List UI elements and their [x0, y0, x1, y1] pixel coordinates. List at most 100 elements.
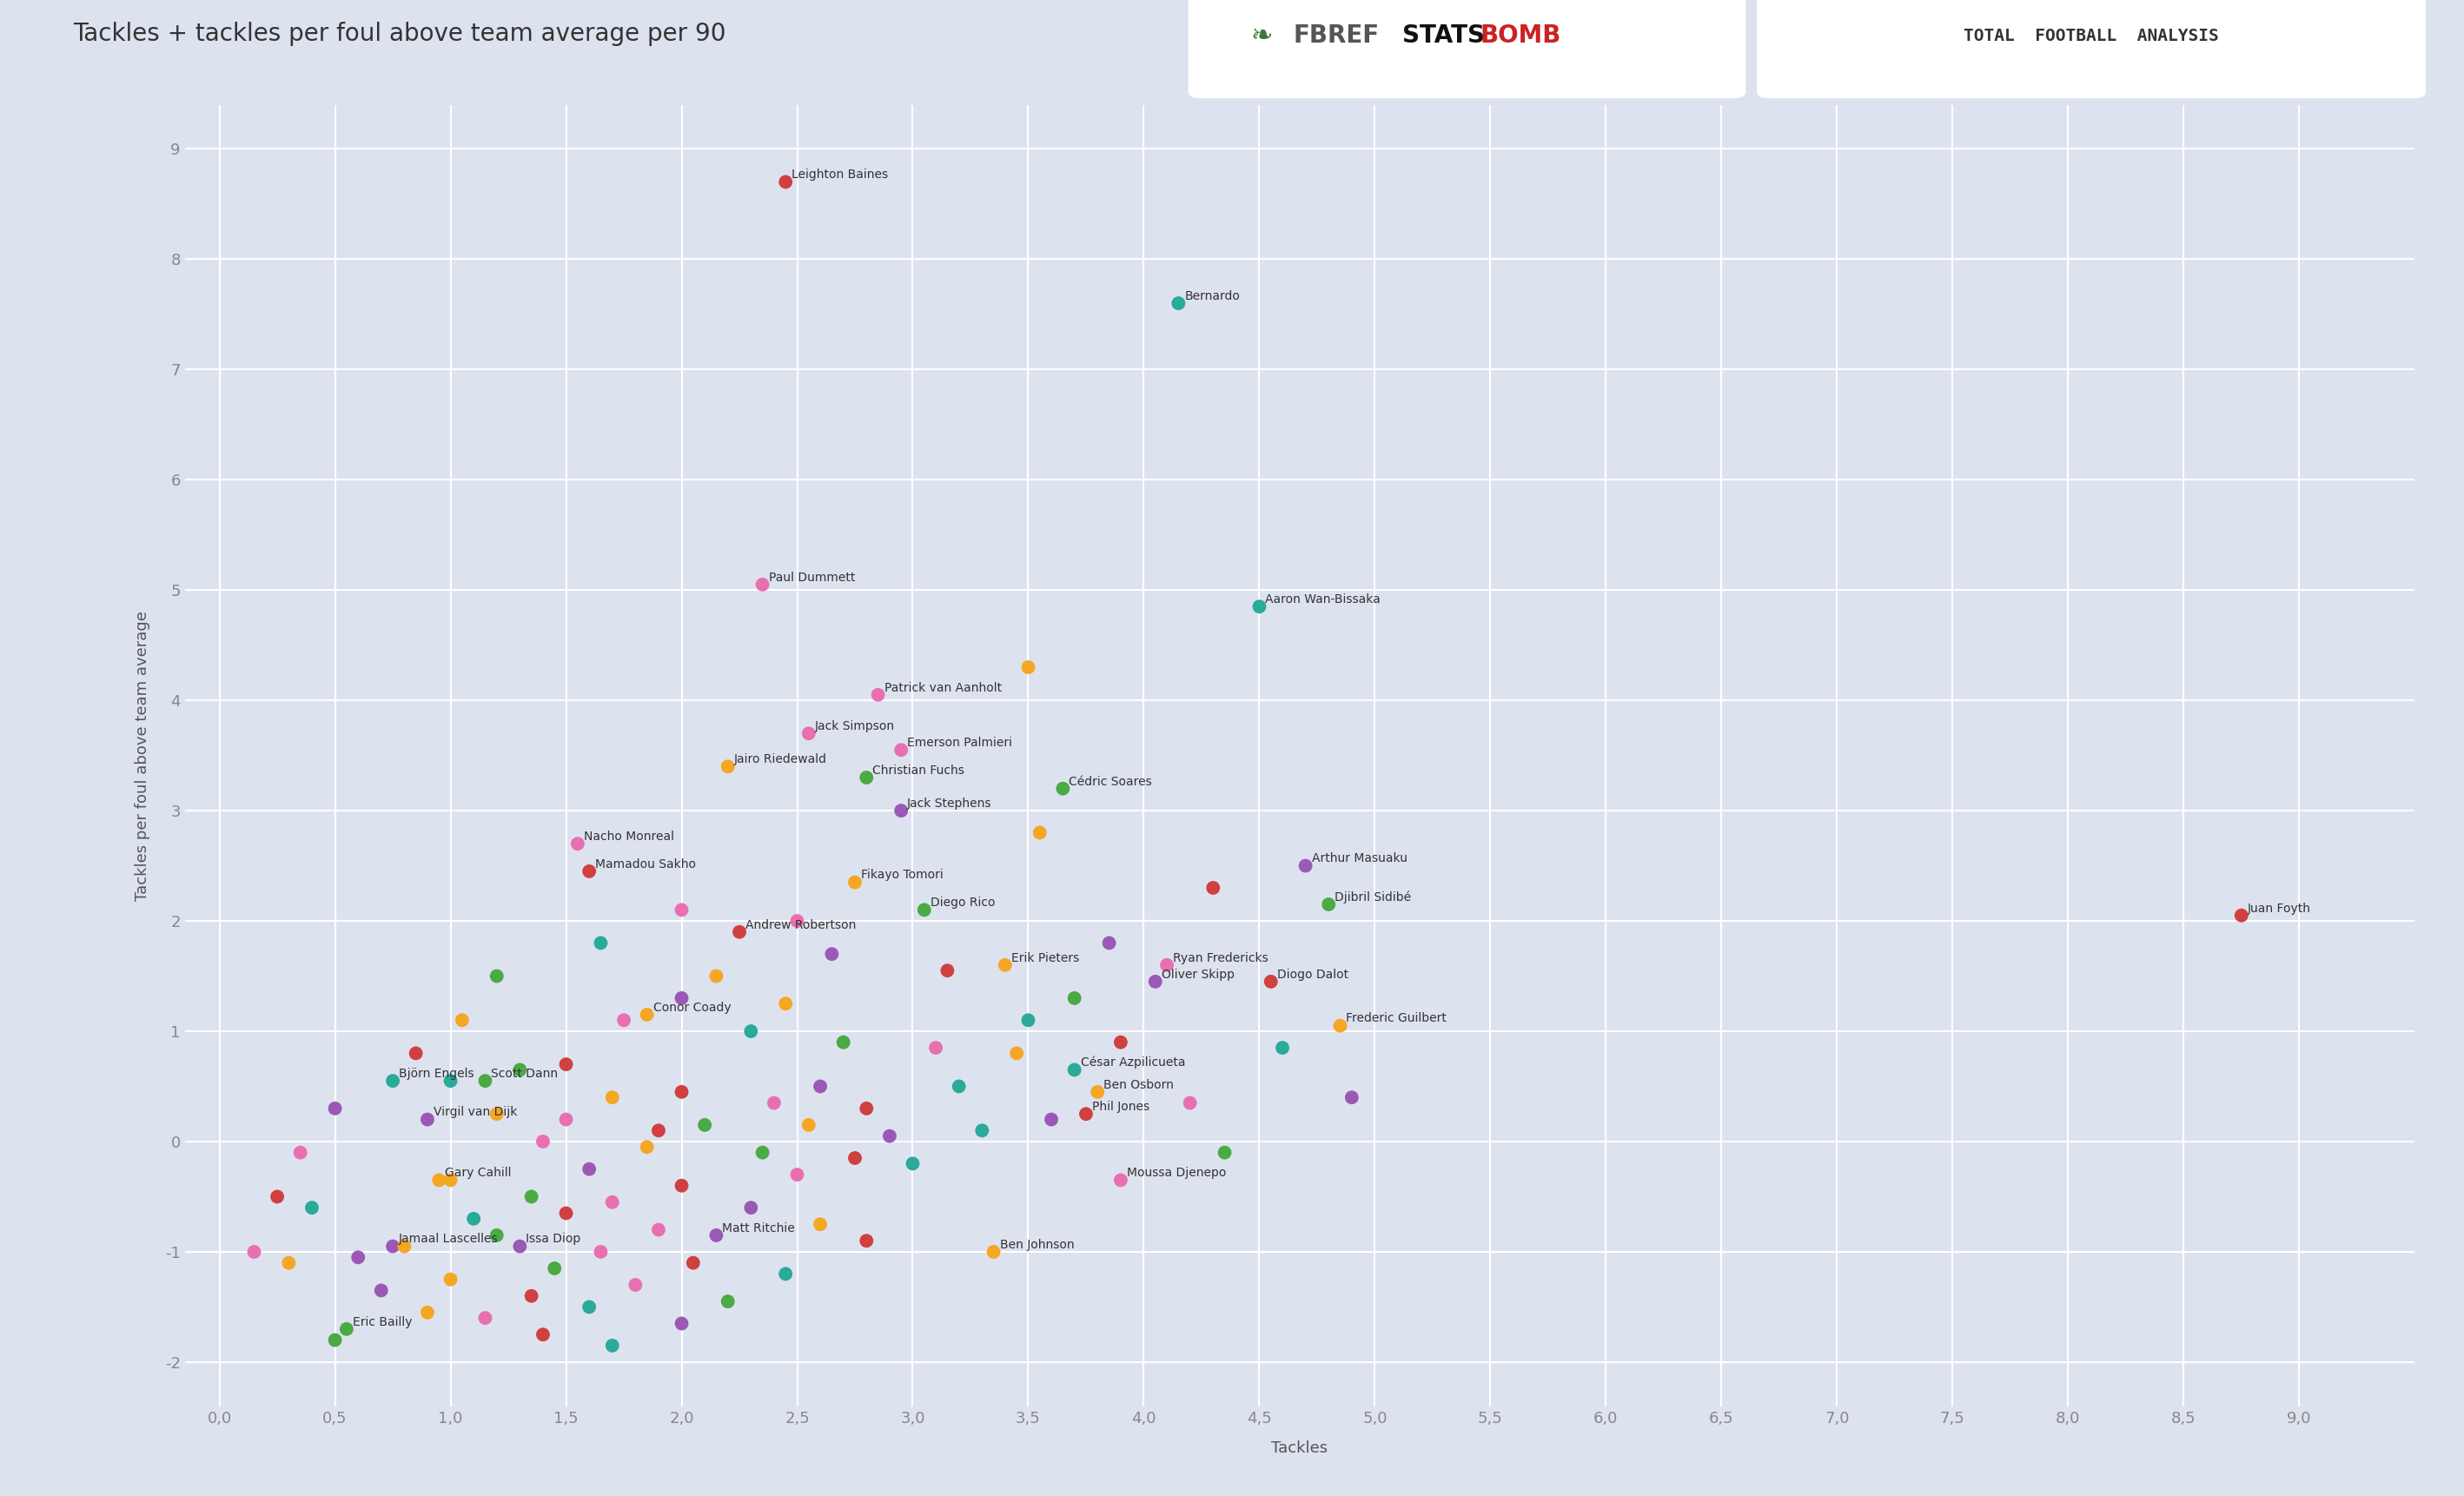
- Point: [1252, 969, 1291, 993]
- Point: [513, 1185, 552, 1209]
- Point: [766, 171, 806, 194]
- Point: [1020, 821, 1060, 845]
- Text: Eric Bailly: Eric Bailly: [352, 1316, 411, 1328]
- Point: [628, 1135, 668, 1159]
- Point: [582, 931, 621, 954]
- Point: [697, 1224, 737, 1248]
- Point: [766, 992, 806, 1016]
- Point: [582, 1240, 621, 1264]
- Point: [569, 1296, 609, 1319]
- Point: [663, 1174, 702, 1198]
- Point: [1158, 292, 1198, 316]
- Point: [742, 573, 781, 597]
- Point: [1193, 875, 1232, 899]
- Text: Frederic Guilbert: Frederic Guilbert: [1345, 1013, 1446, 1025]
- Point: [466, 1068, 505, 1092]
- Text: Leighton Baines: Leighton Baines: [791, 169, 887, 181]
- Text: Matt Ritchie: Matt Ritchie: [722, 1222, 796, 1234]
- Point: [1308, 893, 1348, 917]
- Point: [478, 963, 517, 987]
- Point: [591, 1191, 631, 1215]
- Point: [779, 1162, 818, 1186]
- Point: [732, 1195, 771, 1219]
- Point: [1077, 1080, 1116, 1104]
- Text: STATS: STATS: [1402, 24, 1486, 48]
- Point: [801, 1074, 840, 1098]
- Point: [892, 1152, 931, 1176]
- Point: [1333, 1086, 1372, 1110]
- Point: [419, 1168, 458, 1192]
- Point: [1055, 1058, 1094, 1082]
- Point: [478, 1224, 517, 1248]
- Point: [1055, 986, 1094, 1010]
- Point: [569, 859, 609, 883]
- Point: [788, 721, 828, 745]
- Point: [719, 920, 759, 944]
- Text: Bernardo: Bernardo: [1185, 290, 1239, 302]
- Text: Phil Jones: Phil Jones: [1092, 1101, 1151, 1113]
- Point: [431, 1068, 471, 1092]
- Point: [362, 1279, 402, 1303]
- Text: Cédric Soares: Cédric Soares: [1069, 775, 1153, 787]
- Point: [813, 942, 853, 966]
- Text: Mamadou Sakho: Mamadou Sakho: [596, 859, 695, 871]
- Point: [685, 1113, 724, 1137]
- Point: [616, 1273, 655, 1297]
- Point: [259, 1185, 298, 1209]
- Text: Ben Johnson: Ben Johnson: [1000, 1239, 1074, 1251]
- Point: [638, 1119, 678, 1143]
- Point: [1286, 854, 1326, 878]
- Point: [269, 1251, 308, 1275]
- Point: [1148, 953, 1188, 977]
- Text: Scott Dann: Scott Dann: [490, 1068, 559, 1080]
- Point: [823, 1031, 862, 1055]
- Text: ❧: ❧: [1252, 22, 1274, 48]
- Point: [1032, 1107, 1072, 1131]
- Point: [522, 1322, 562, 1346]
- Point: [663, 986, 702, 1010]
- Text: Jack Stephens: Jack Stephens: [907, 797, 993, 809]
- Point: [1262, 1035, 1301, 1059]
- Text: César Azpilicueta: César Azpilicueta: [1082, 1056, 1185, 1068]
- Point: [663, 898, 702, 922]
- Point: [407, 1107, 446, 1131]
- Text: TOTAL  FOOTBALL  ANALYSIS: TOTAL FOOTBALL ANALYSIS: [1964, 27, 2220, 43]
- Text: Björn Engels: Björn Engels: [399, 1068, 473, 1080]
- Point: [848, 766, 887, 790]
- FancyBboxPatch shape: [1757, 0, 2427, 99]
- Point: [1136, 969, 1175, 993]
- Point: [522, 1129, 562, 1153]
- Point: [882, 738, 922, 761]
- Point: [281, 1140, 320, 1164]
- Point: [848, 1228, 887, 1252]
- Text: Ryan Fredericks: Ryan Fredericks: [1173, 951, 1269, 963]
- Point: [466, 1306, 505, 1330]
- Point: [870, 1123, 909, 1147]
- Point: [431, 1267, 471, 1291]
- Point: [742, 1140, 781, 1164]
- Point: [591, 1086, 631, 1110]
- FancyBboxPatch shape: [1188, 0, 1745, 99]
- Text: Arthur Masuaku: Arthur Masuaku: [1311, 853, 1407, 865]
- Text: Fikayo Tomori: Fikayo Tomori: [860, 869, 944, 881]
- Point: [973, 1240, 1013, 1264]
- Point: [328, 1316, 367, 1340]
- Point: [663, 1312, 702, 1336]
- Text: Nacho Monreal: Nacho Monreal: [584, 830, 675, 842]
- Point: [963, 1119, 1003, 1143]
- Point: [444, 1008, 483, 1032]
- Point: [835, 871, 875, 895]
- Point: [407, 1300, 446, 1324]
- Text: Virgil van Dijk: Virgil van Dijk: [434, 1106, 517, 1119]
- Text: Jamaal Lascelles: Jamaal Lascelles: [399, 1233, 498, 1245]
- Point: [1101, 1031, 1141, 1055]
- Text: Gary Cahill: Gary Cahill: [446, 1167, 513, 1179]
- Point: [315, 1097, 355, 1121]
- Point: [1042, 776, 1082, 800]
- Text: Tackles + tackles per foul above team average per 90: Tackles + tackles per foul above team av…: [74, 22, 727, 46]
- Point: [707, 754, 747, 778]
- Point: [500, 1058, 540, 1082]
- Point: [732, 1019, 771, 1043]
- Point: [1008, 655, 1047, 679]
- Point: [384, 1234, 424, 1258]
